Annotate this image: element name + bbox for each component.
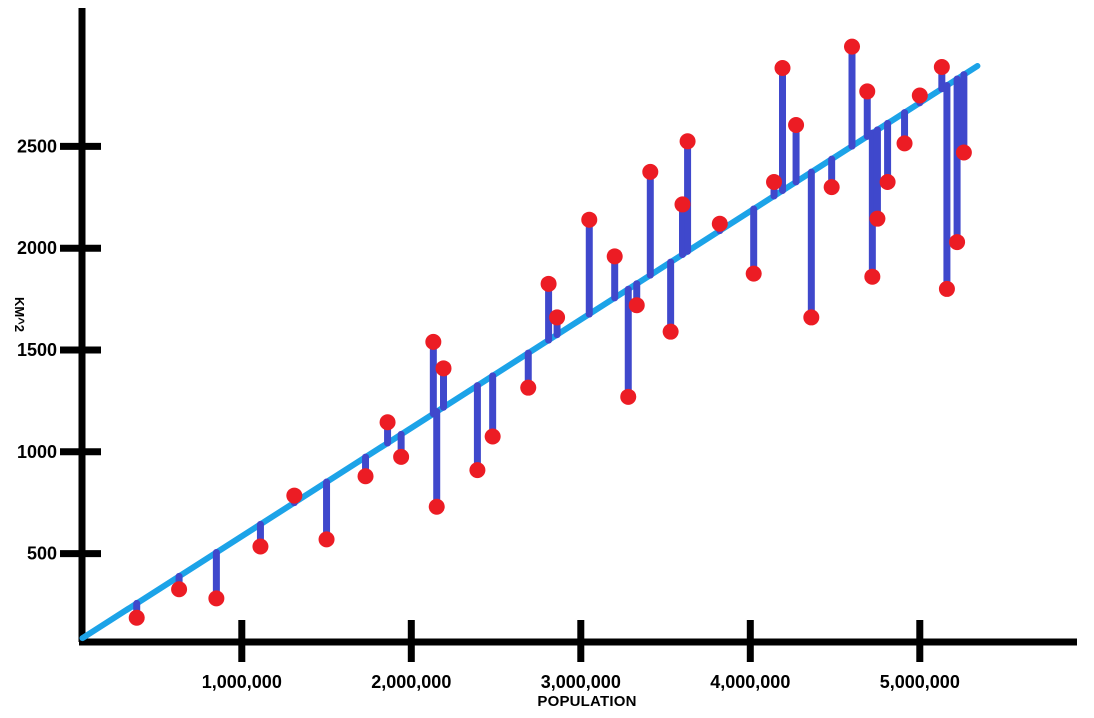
data-point bbox=[606, 248, 623, 265]
data-point bbox=[662, 323, 679, 340]
data-point bbox=[252, 538, 269, 555]
data-point bbox=[581, 211, 598, 228]
y-axis-title: KM^2 bbox=[12, 297, 27, 333]
x-tick-label: 5,000,000 bbox=[880, 672, 960, 692]
data-point bbox=[393, 448, 410, 465]
y-tick-label: 1000 bbox=[17, 442, 57, 462]
data-point bbox=[318, 531, 335, 548]
data-point bbox=[803, 309, 820, 326]
data-point bbox=[949, 234, 966, 251]
data-point bbox=[859, 83, 876, 100]
data-point bbox=[520, 379, 537, 396]
data-point bbox=[379, 414, 396, 431]
data-point bbox=[938, 280, 955, 297]
data-point bbox=[869, 210, 886, 227]
data-point bbox=[540, 275, 557, 292]
data-point bbox=[425, 333, 442, 350]
data-point bbox=[357, 468, 374, 485]
x-axis-title: POPULATION bbox=[537, 693, 637, 710]
data-point bbox=[955, 144, 972, 161]
data-point bbox=[628, 297, 645, 314]
data-point bbox=[286, 487, 303, 504]
data-point bbox=[128, 609, 145, 626]
y-tick-label: 500 bbox=[27, 544, 57, 564]
data-point bbox=[484, 428, 501, 445]
x-tick-label: 1,000,000 bbox=[202, 672, 282, 692]
y-tick-label: 1500 bbox=[17, 340, 57, 360]
data-point bbox=[879, 174, 896, 191]
data-point bbox=[549, 309, 566, 326]
data-point bbox=[766, 174, 783, 191]
data-point bbox=[642, 163, 659, 180]
data-point bbox=[823, 179, 840, 196]
data-point bbox=[469, 462, 486, 479]
data-point bbox=[428, 498, 445, 515]
data-point bbox=[711, 215, 728, 232]
y-tick-label: 2000 bbox=[17, 238, 57, 258]
data-point bbox=[208, 590, 225, 607]
y-tick-label: 2500 bbox=[17, 136, 57, 156]
data-point bbox=[788, 117, 805, 134]
data-point bbox=[864, 268, 881, 285]
x-tick-label: 2,000,000 bbox=[371, 672, 451, 692]
data-point bbox=[674, 196, 691, 213]
x-tick-label: 3,000,000 bbox=[541, 672, 621, 692]
data-point bbox=[774, 60, 791, 77]
data-point bbox=[896, 135, 913, 152]
data-point bbox=[911, 87, 928, 104]
data-point bbox=[679, 133, 696, 150]
data-point bbox=[171, 581, 188, 598]
data-point bbox=[933, 58, 950, 75]
x-tick-label: 4,000,000 bbox=[710, 672, 790, 692]
data-point bbox=[435, 360, 452, 377]
data-point bbox=[745, 265, 762, 282]
data-point bbox=[844, 38, 860, 55]
data-point bbox=[620, 388, 637, 405]
